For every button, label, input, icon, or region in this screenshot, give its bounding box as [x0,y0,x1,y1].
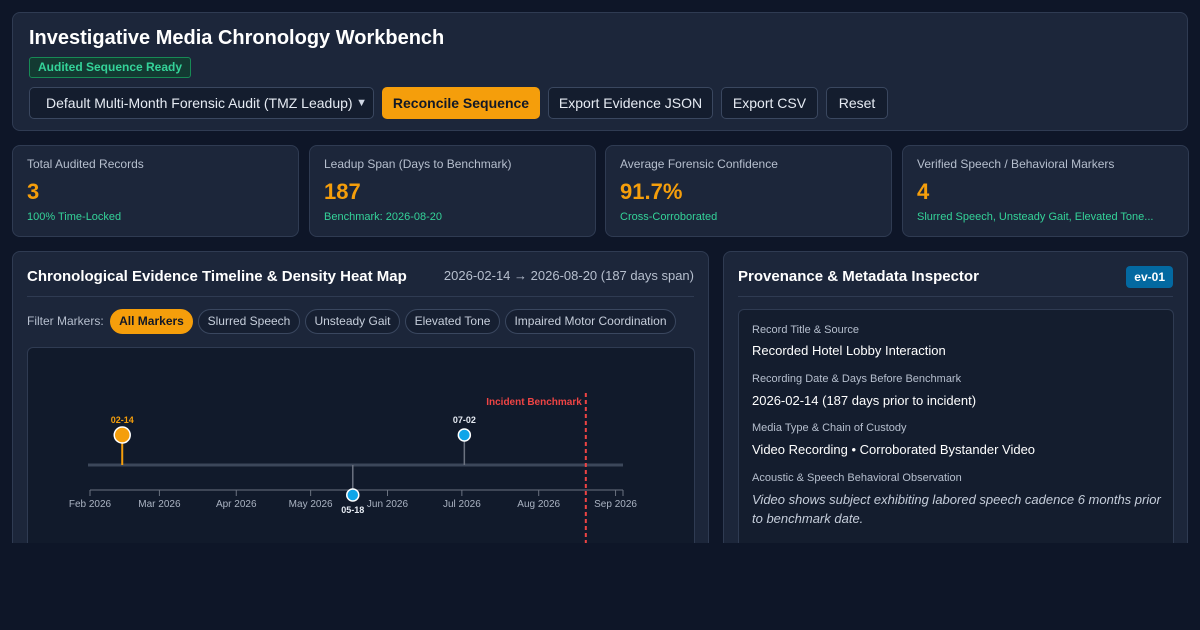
filter-label: Filter Markers: [27,314,104,328]
stat-value: 4 [917,179,930,204]
x-axis-tick-label: Mar 2026 [138,499,181,510]
event-label: 05-18 [341,505,364,515]
event-label: 02-14 [111,415,134,425]
event-marker [346,488,360,502]
reset-button[interactable]: Reset [826,87,888,119]
benchmark-label: Incident Benchmark [486,397,582,408]
inspector-details: Record Title & Source Recorded Hotel Lob… [738,309,1174,559]
preset-select-value: Default Multi-Month Forensic Audit (TMZ … [46,95,353,111]
event-marker [113,426,131,444]
header-panel: Investigative Media Chronology Workbench… [12,12,1188,131]
timeline-chart: Feb 2026 Mar 2026 Apr 2026 May 2026 Jun 2026… [69,393,637,561]
divider [738,296,1173,297]
x-axis-tick-label: Feb 2026 [69,499,112,510]
filter-chip-all-markers[interactable]: All Markers [110,309,193,334]
record-id-badge: ev-01 [1126,266,1173,288]
x-axis-tick-label: May 2026 [289,499,333,510]
timeline-chart-area: Feb 2026 Mar 2026 Apr 2026 May 2026 Jun 2026… [27,347,695,562]
observation-value: Video shows subject exhibiting labored s… [752,492,1161,526]
stat-subtext: 100% Time-Locked [27,211,122,223]
stat-label: Average Forensic Confidence [620,157,778,171]
export-json-button[interactable]: Export Evidence JSON [548,87,713,119]
media-type-label: Media Type & Chain of Custody [752,422,907,434]
stat-value: 91.7% [620,179,683,204]
filter-chip-elevated-tone[interactable]: Elevated Tone [405,309,500,334]
stat-value: 3 [27,179,40,204]
inspector-panel: Provenance & Metadata Inspector ev-01 Re… [723,251,1188,571]
event-marker [457,428,472,442]
recording-date-label: Recording Date & Days Before Benchmark [752,373,962,385]
export-csv-button[interactable]: Export CSV [721,87,818,119]
recording-date-value: 2026-02-14 (187 days prior to incident) [752,393,977,408]
filter-chip-impaired-motor[interactable]: Impaired Motor Coordination [505,309,676,334]
timeline-panel: Chronological Evidence Timeline & Densit… [12,251,709,571]
record-title-value: Recorded Hotel Lobby Interaction [752,343,946,358]
media-type-value: Video Recording • Corroborated Bystander… [752,442,1036,457]
x-axis-tick-label: Aug 2026 [517,499,560,510]
stat-value: 187 [324,179,361,204]
app-title: Investigative Media Chronology Workbench [29,27,445,49]
status-badge: Audited Sequence Ready [29,57,192,78]
filter-chip-slurred-speech[interactable]: Slurred Speech [198,309,300,334]
x-axis-tick-label: Jun 2026 [367,499,409,510]
stat-label: Verified Speech / Behavioral Markers [917,157,1115,171]
stat-card-markers: Verified Speech / Behavioral Markers 4 S… [902,145,1189,237]
x-axis-tick-label: Apr 2026 [216,499,257,510]
observation-label: Acoustic & Speech Behavioral Observation [752,472,962,484]
record-title-label: Record Title & Source [752,324,859,336]
filter-chip-unsteady-gait[interactable]: Unsteady Gait [305,309,400,334]
range-start: 2026-02-14 [443,268,511,283]
arrow-right-icon: → [514,268,528,283]
timeline-range: 2026-02-14 → 2026-08-20 (187 days span) [444,268,694,283]
inspector-title: Provenance & Metadata Inspector [738,268,979,285]
stat-card-leadup-span: Leadup Span (Days to Benchmark) 187 Benc… [309,145,596,237]
stat-card-confidence: Average Forensic Confidence 91.7% Cross-… [605,145,892,237]
x-axis-tick-label: Jul 2026 [443,499,481,510]
divider [27,296,694,297]
stat-label: Total Audited Records [27,157,144,171]
reconcile-button[interactable]: Reconcile Sequence [382,87,540,119]
event-label: 07-02 [453,415,476,425]
stat-subtext: Cross-Corroborated [620,211,718,223]
timeline-title: Chronological Evidence Timeline & Densit… [27,268,407,285]
x-axis-tick-label: Sep 2026 [594,499,637,510]
stat-subtext: Slurred Speech, Unsteady Gait, Elevated … [917,211,1154,223]
chevron-down-icon: ▼ [356,97,367,109]
stat-card-total-records: Total Audited Records 3 100% Time-Locked [12,145,299,237]
preset-select[interactable]: Default Multi-Month Forensic Audit (TMZ … [29,87,374,119]
stat-subtext: Benchmark: 2026-08-20 [324,211,443,223]
viewport-cutoff [0,543,1200,630]
stat-label: Leadup Span (Days to Benchmark) [324,157,512,171]
range-end: 2026-08-20 (187 days span) [530,268,694,283]
